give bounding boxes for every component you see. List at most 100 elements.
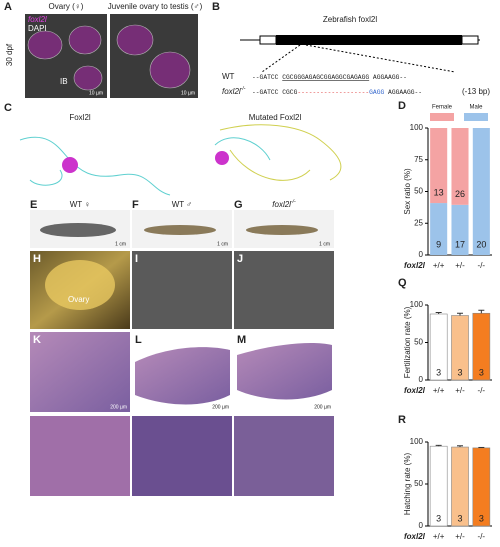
y-tick-label: 100 bbox=[410, 437, 424, 446]
x-tick-label: +/+ bbox=[433, 386, 445, 395]
protein-coil bbox=[214, 137, 271, 161]
bar-segment bbox=[451, 128, 469, 205]
count-label: 17 bbox=[455, 239, 465, 249]
x-tick-label: -/- bbox=[478, 532, 486, 541]
panel-label: J bbox=[237, 253, 243, 265]
histology-zoom bbox=[132, 416, 232, 496]
protein-coil bbox=[219, 124, 342, 181]
panel-label: M bbox=[237, 334, 246, 346]
scale-bar: 200 µm bbox=[110, 404, 127, 410]
protein-coil bbox=[19, 136, 171, 196]
panel-label: C bbox=[4, 102, 12, 114]
y-axis-label: Fertilization rate (%) bbox=[403, 306, 412, 378]
n-label: 3 bbox=[457, 513, 462, 523]
sup: -/- bbox=[291, 199, 296, 205]
bar-segment bbox=[451, 204, 469, 255]
panel-label: Q bbox=[398, 277, 407, 289]
seq: CGCGGGAGAGCGGAGGCGAGAGG bbox=[282, 74, 369, 81]
seq: --GATCC bbox=[252, 89, 282, 96]
panel-title: WT ♀ bbox=[70, 200, 91, 209]
y-tick-label: 50 bbox=[414, 187, 423, 196]
micrograph bbox=[110, 14, 198, 98]
seq: GAGG bbox=[369, 89, 384, 96]
seq: AGGAAGG-- bbox=[369, 74, 407, 81]
seq: AGGAAGG-- bbox=[384, 89, 422, 96]
legend-swatch bbox=[430, 113, 454, 121]
annotation: Ovary bbox=[68, 295, 89, 304]
x-axis-name: foxl2l bbox=[404, 261, 426, 270]
y-tick-label: 75 bbox=[414, 155, 423, 164]
n-label: 3 bbox=[436, 513, 441, 523]
x-tick-label: +/- bbox=[455, 532, 465, 541]
x-tick-label: -/- bbox=[478, 386, 486, 395]
scale-bar: 200 µm bbox=[314, 404, 331, 410]
panel-label: E bbox=[30, 199, 37, 211]
y-tick-label: 100 bbox=[410, 123, 424, 132]
stain-label: foxl2l bbox=[28, 15, 47, 24]
histology bbox=[135, 347, 230, 405]
y-tick-label: 25 bbox=[414, 218, 423, 227]
y-tick-label: 0 bbox=[419, 250, 424, 259]
scale-bar: 1 cm bbox=[217, 241, 228, 247]
side-label: 30 dpf bbox=[5, 43, 14, 66]
panel-label: B bbox=[212, 1, 220, 13]
zoom-line bbox=[261, 44, 301, 73]
count-label: 20 bbox=[476, 239, 486, 249]
panel-label: R bbox=[398, 414, 406, 426]
y-tick-label: 50 bbox=[414, 338, 423, 347]
scale-bar: 1 cm bbox=[115, 241, 126, 247]
annotation: IB bbox=[60, 77, 68, 86]
deletion-note: (-13 bp) bbox=[462, 87, 490, 96]
sequence: --GATCC CGCGGGAGAGCGGAGGCGAGAGG AGGAAGG-… bbox=[252, 74, 407, 81]
histology-zoom bbox=[234, 416, 334, 496]
utr bbox=[461, 35, 479, 45]
panel-title: foxl2l-/- bbox=[272, 199, 296, 209]
helix bbox=[215, 151, 229, 165]
x-tick-label: +/- bbox=[455, 386, 465, 395]
name: foxl2l bbox=[272, 200, 291, 209]
seq: CGCG bbox=[282, 89, 297, 96]
y-axis-label: Hatching rate (%) bbox=[403, 453, 412, 516]
bar-segment bbox=[430, 203, 448, 255]
x-axis-name: foxl2l bbox=[404, 386, 426, 395]
x-axis-name: foxl2l bbox=[404, 532, 426, 541]
scale-bar: 1 cm bbox=[319, 241, 330, 247]
bar-segment bbox=[472, 128, 490, 255]
bar-segment bbox=[430, 128, 448, 204]
n-label: 3 bbox=[479, 367, 484, 377]
panel-title: Mutated Foxl2l bbox=[249, 113, 302, 122]
panel-title: Juvenile ovary to testis (♂) bbox=[108, 2, 203, 11]
x-tick-label: +/+ bbox=[433, 532, 445, 541]
legend-label: Female bbox=[432, 105, 453, 111]
dissection bbox=[234, 251, 334, 329]
panel-label: L bbox=[135, 334, 142, 346]
panel-title: Ovary (♀) bbox=[49, 2, 84, 11]
panel-label: D bbox=[398, 100, 406, 112]
x-tick-label: +/+ bbox=[433, 261, 445, 270]
scale-bar: 200 µm bbox=[212, 404, 229, 410]
histology-zoom bbox=[30, 416, 130, 496]
legend-label: Male bbox=[469, 105, 483, 111]
sup: -/- bbox=[241, 86, 246, 92]
n-label: 3 bbox=[436, 367, 441, 377]
panel-label: F bbox=[132, 199, 139, 211]
count-label: 13 bbox=[434, 187, 444, 197]
histology bbox=[30, 332, 130, 412]
fish-row bbox=[30, 210, 334, 248]
x-tick-label: -/- bbox=[478, 261, 486, 270]
seq: --GATCC bbox=[252, 74, 282, 81]
mutant-label: foxl2l-/- bbox=[222, 86, 246, 96]
n-label: 3 bbox=[479, 513, 484, 523]
histology bbox=[237, 343, 332, 400]
panel-label: G bbox=[234, 199, 243, 211]
stain-label: DAPI bbox=[28, 24, 47, 33]
panel-label: H bbox=[33, 253, 41, 265]
y-axis-label: Sex ratio (%) bbox=[403, 168, 412, 215]
panel-title: Foxl2l bbox=[69, 113, 91, 122]
panel-label: A bbox=[4, 1, 12, 13]
utr bbox=[259, 35, 277, 45]
panel-label: K bbox=[33, 334, 41, 346]
oocytes bbox=[27, 24, 191, 91]
exon bbox=[276, 35, 462, 45]
